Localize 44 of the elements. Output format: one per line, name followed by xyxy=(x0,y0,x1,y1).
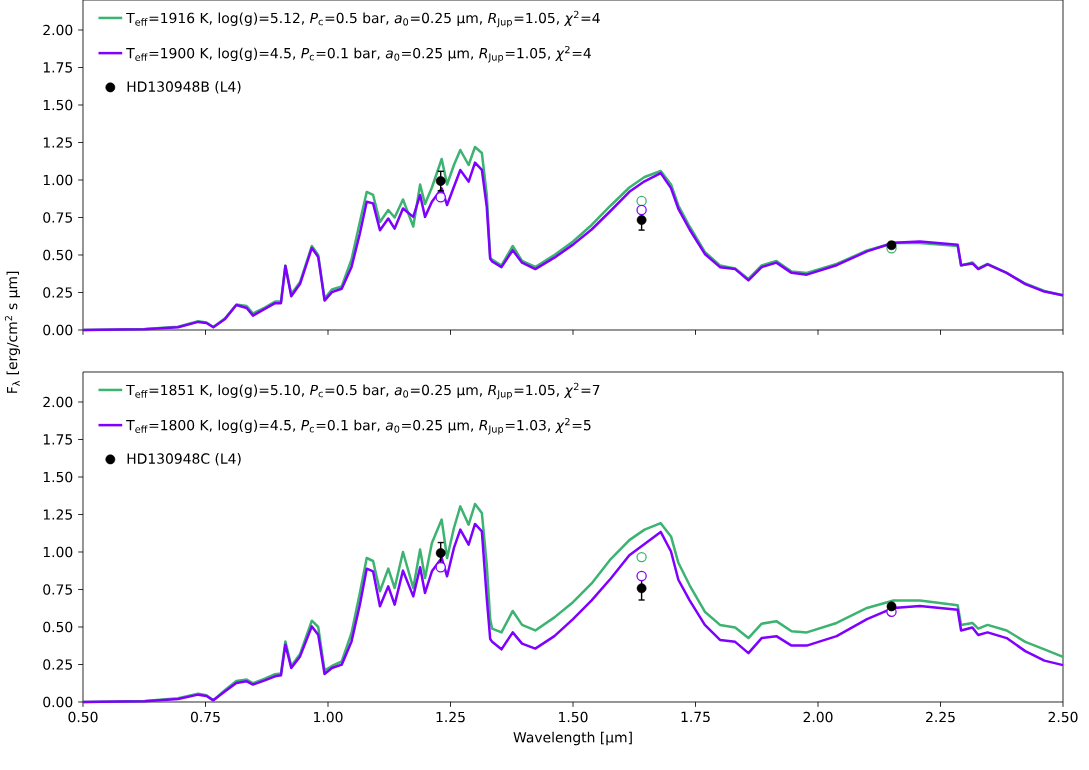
point xyxy=(435,548,446,558)
x-tick-label: 2.50 xyxy=(1048,711,1078,723)
y-tick-label: 0.50 xyxy=(43,249,73,261)
point xyxy=(636,215,647,225)
x-tick-label: 1.50 xyxy=(559,711,588,723)
x-tick-label: 1.00 xyxy=(314,711,343,723)
x-axis-title: Wavelength [μm] xyxy=(513,731,632,746)
y-tick-label: 1.00 xyxy=(43,174,73,186)
text: T$_{eff}$=1916 K, log(g)=5.12, P$_{c}$=0.5 bar, a$_{0}$=0.25 μm, R$_{Jup}$=1.05, χ$^{2}$=4 xyxy=(126,10,600,28)
x-tick-label: 2.00 xyxy=(803,711,833,723)
y-tick-label: 1.75 xyxy=(43,62,73,73)
x-tick-label: 0.75 xyxy=(190,711,220,723)
y-tick-label: 0.00 xyxy=(43,324,73,336)
point xyxy=(636,583,647,594)
text: T$_{eff}$=1900 K, log(g)=4.5, P$_{c}$=0.1 bar, a$_{0}$=0.25 μm, R$_{Jup}$=1.05, χ$^{2}$=4 xyxy=(126,45,591,63)
text: T$_{eff}$=1800 K, log(g)=4.5, P$_{c}$=0.1 bar, a$_{0}$=0.25 μm, R$_{Jup}$=1.03, χ$^{2}$=5 xyxy=(126,417,591,435)
y-tick-label: 0.75 xyxy=(43,212,73,223)
legend-label: HD130948C (L4) xyxy=(127,453,241,466)
y-axis-title: F$_{λ}$ [erg/cm$^{2}$ s μm] xyxy=(4,271,21,393)
y-tick-label: 0.25 xyxy=(43,659,73,670)
point xyxy=(636,195,647,207)
y-tick-label: 1.25 xyxy=(43,137,73,148)
point xyxy=(886,601,897,612)
y-tick-label: 1.75 xyxy=(43,434,73,445)
point xyxy=(636,570,647,582)
x-tick-label: 1.25 xyxy=(436,711,465,723)
y-tick-label: 2.00 xyxy=(43,396,73,408)
point xyxy=(636,204,647,216)
point xyxy=(435,176,446,186)
x-tick-label: 1.75 xyxy=(681,711,710,723)
y-tick-label: 1.50 xyxy=(43,471,73,483)
y-tick-label: 0.50 xyxy=(43,621,73,633)
legend-label: HD130948B (L4) xyxy=(127,81,241,94)
text: T$_{eff}$=1851 K, log(g)=5.10, P$_{c}$=0.5 bar, a$_{0}$=0.25 μm, R$_{Jup}$=1.05, χ$^{2}$=7 xyxy=(126,382,600,400)
x-tick-label: 0.50 xyxy=(68,711,98,723)
y-tick-label: 1.50 xyxy=(43,99,73,111)
y-tick-label: 2.00 xyxy=(43,24,73,36)
point xyxy=(636,551,647,563)
x-tick-label: 2.25 xyxy=(926,711,955,723)
y-tick-label: 0.00 xyxy=(43,696,73,708)
y-tick-label: 1.25 xyxy=(43,509,73,520)
y-tick-label: 0.75 xyxy=(43,584,73,595)
y-tick-label: 1.00 xyxy=(43,546,73,558)
y-tick-label: 0.25 xyxy=(43,287,73,298)
